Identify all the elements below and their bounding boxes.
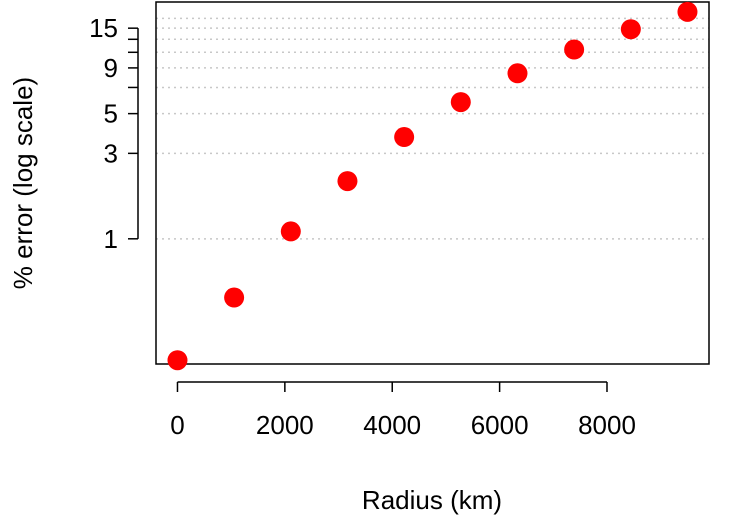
y-tick-label: 5 xyxy=(104,99,118,129)
x-tick-label: 0 xyxy=(170,410,184,440)
data-point xyxy=(394,127,415,148)
x-axis-label: Radius (km) xyxy=(362,485,502,515)
y-tick-label: 9 xyxy=(104,53,118,83)
data-point xyxy=(337,171,358,192)
y-axis: 1 3 5 9 15 xyxy=(89,13,139,254)
y-tick-label: 15 xyxy=(89,13,118,43)
data-point xyxy=(280,221,301,242)
x-tick-label: 6000 xyxy=(471,410,529,440)
data-point xyxy=(677,1,698,22)
data-points xyxy=(167,1,698,371)
y-tick-label: 1 xyxy=(104,224,118,254)
y-axis-label: % error (log scale) xyxy=(8,77,38,289)
data-point xyxy=(224,287,245,308)
y-gridlines xyxy=(156,17,709,240)
y-tick-label: 3 xyxy=(104,138,118,168)
data-point xyxy=(507,63,528,84)
plot-frame xyxy=(155,1,710,365)
data-point xyxy=(620,19,641,40)
data-point xyxy=(450,92,471,113)
x-axis: 0 2000 4000 6000 8000 xyxy=(170,381,636,440)
x-tick-label: 4000 xyxy=(363,410,421,440)
data-point xyxy=(564,39,585,60)
data-point xyxy=(167,350,188,371)
x-tick-label: 2000 xyxy=(256,410,314,440)
x-tick-label: 8000 xyxy=(578,410,636,440)
